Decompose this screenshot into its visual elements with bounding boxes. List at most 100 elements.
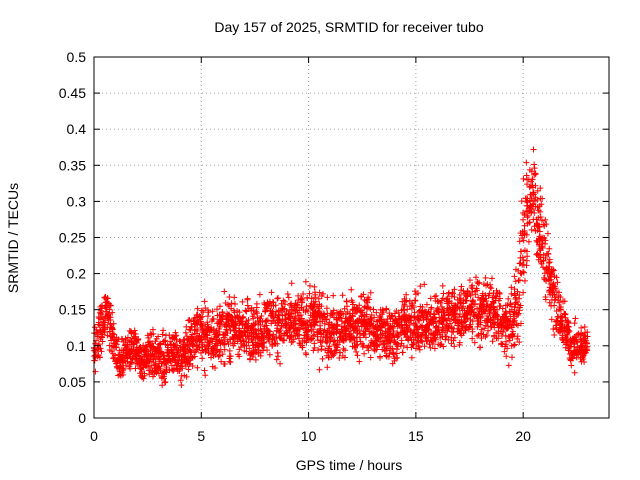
data-point [101, 326, 108, 333]
data-point [243, 338, 250, 345]
data-point [494, 319, 501, 326]
data-point [482, 322, 489, 329]
data-point [581, 323, 588, 330]
data-point [131, 334, 138, 341]
data-point [327, 348, 334, 355]
data-point [185, 357, 192, 364]
data-point [354, 352, 361, 359]
data-point [511, 273, 518, 280]
data-point [155, 370, 162, 377]
data-point [194, 305, 201, 312]
data-point [532, 182, 539, 189]
data-point [543, 250, 550, 257]
data-point [244, 302, 251, 309]
data-point [237, 334, 244, 341]
data-point [212, 365, 219, 372]
data-point [157, 340, 164, 347]
data-point [544, 230, 551, 237]
data-point [366, 296, 373, 303]
data-point [396, 316, 403, 323]
data-point [583, 344, 590, 351]
data-point [352, 345, 359, 352]
data-point [354, 305, 361, 312]
data-point [159, 382, 166, 389]
data-point [226, 303, 233, 310]
data-point [552, 285, 559, 292]
data-point [546, 259, 553, 266]
data-point [450, 316, 457, 323]
data-point [151, 364, 158, 371]
data-point [439, 282, 446, 289]
data-point [421, 281, 428, 288]
data-point [417, 283, 424, 290]
data-point [467, 292, 474, 299]
data-point [538, 217, 545, 224]
data-point [407, 327, 414, 334]
data-point [307, 312, 314, 319]
data-point [177, 377, 184, 384]
data-point [120, 367, 127, 374]
data-point [296, 331, 303, 338]
chart-title: Day 157 of 2025, SRMTID for receiver tub… [214, 19, 483, 35]
data-point [182, 348, 189, 355]
data-point [231, 321, 238, 328]
data-point [554, 279, 561, 286]
data-point [469, 335, 476, 342]
data-point [289, 338, 296, 345]
data-point [219, 351, 226, 358]
data-point [456, 328, 463, 335]
data-point [189, 341, 196, 348]
data-point [451, 286, 458, 293]
data-point [571, 336, 578, 343]
y-tick-label: 0.3 [67, 193, 87, 209]
data-point [450, 337, 457, 344]
data-point [108, 348, 115, 355]
data-point [303, 333, 310, 340]
data-point [386, 350, 393, 357]
data-point [265, 328, 272, 335]
data-point [199, 313, 206, 320]
data-point [185, 317, 192, 324]
data-point [330, 307, 337, 314]
data-point [387, 346, 394, 353]
data-point [526, 184, 533, 191]
data-point [571, 320, 578, 327]
data-point [198, 336, 205, 343]
data-point [339, 292, 346, 299]
data-point [327, 335, 334, 342]
data-point [410, 304, 417, 311]
data-point [333, 343, 340, 350]
data-point [427, 295, 434, 302]
data-point [98, 305, 105, 312]
data-point [367, 354, 374, 361]
data-point [408, 317, 415, 324]
data-point [104, 315, 111, 322]
data-point [110, 320, 117, 327]
data-point [547, 270, 554, 277]
data-point [511, 341, 518, 348]
x-axis-label: GPS time / hours [296, 457, 403, 473]
data-point [484, 301, 491, 308]
data-point [111, 331, 118, 338]
data-point [415, 334, 422, 341]
data-point [287, 334, 294, 341]
data-point [206, 339, 213, 346]
data-point [326, 343, 333, 350]
data-point [172, 329, 179, 336]
data-point [168, 347, 175, 354]
data-point [463, 324, 470, 331]
data-point [311, 322, 318, 329]
data-point [448, 293, 455, 300]
data-point [499, 305, 506, 312]
data-point [435, 319, 442, 326]
data-point [543, 221, 550, 228]
data-point [277, 332, 284, 339]
data-point [283, 322, 290, 329]
data-point [339, 352, 346, 359]
data-point [315, 347, 322, 354]
data-point [489, 338, 496, 345]
data-point [259, 343, 266, 350]
data-point [204, 313, 211, 320]
data-point [254, 314, 261, 321]
data-point [278, 300, 285, 307]
